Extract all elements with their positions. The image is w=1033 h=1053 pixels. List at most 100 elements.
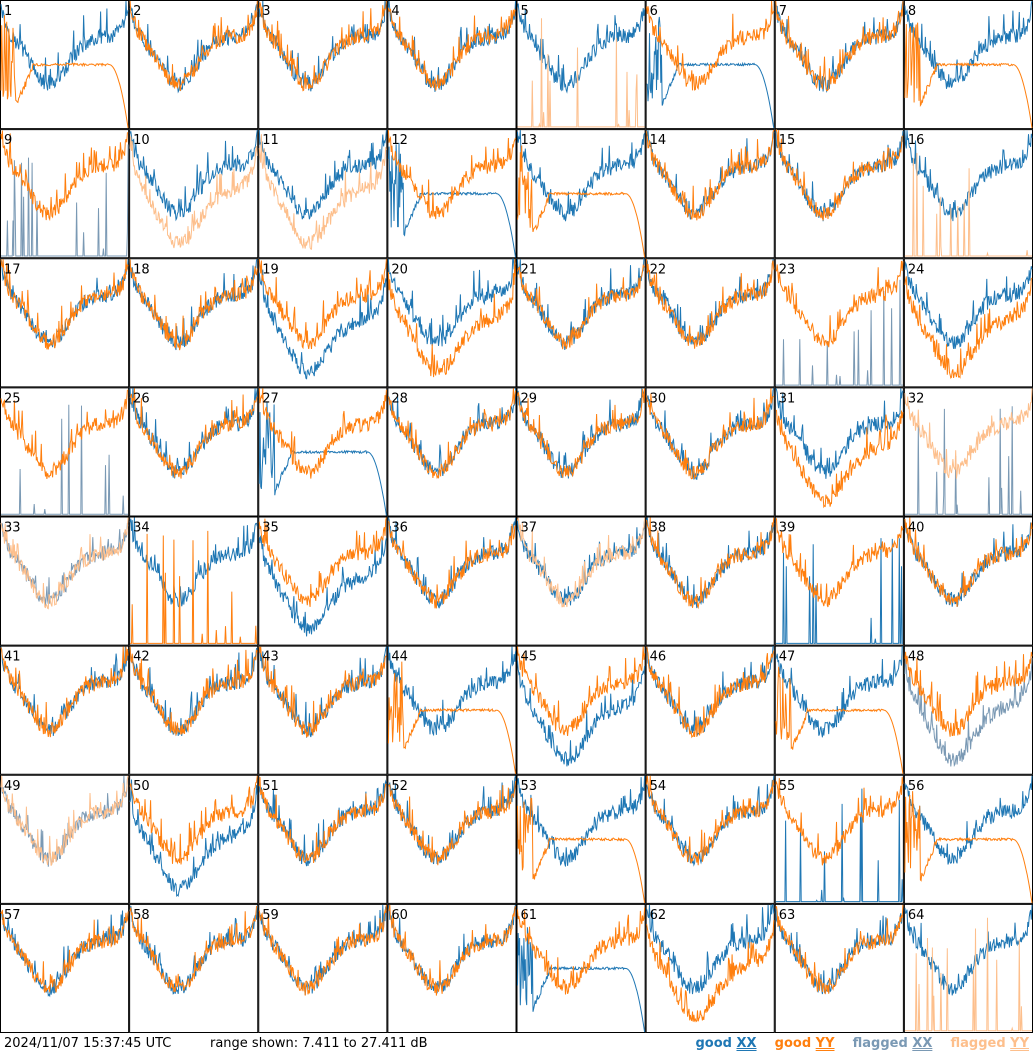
series-yy — [904, 388, 1033, 479]
panel-label: 57 — [4, 908, 21, 923]
antenna-panel: 31 — [774, 387, 904, 517]
series-yy — [0, 259, 129, 350]
panel-label: 37 — [521, 521, 538, 536]
antenna-panel: 56 — [903, 774, 1033, 904]
series-yy — [0, 775, 129, 866]
series-yy — [775, 409, 904, 509]
antenna-panel: 64 — [903, 903, 1033, 1033]
panel-label: 33 — [4, 521, 21, 536]
antenna-panel: 20 — [387, 258, 517, 388]
series-xx — [259, 646, 387, 738]
series-xx — [646, 904, 775, 995]
panel-label: 2 — [133, 4, 141, 19]
antenna-panel: 44 — [387, 645, 517, 775]
panel-label: 41 — [4, 650, 21, 665]
series-xx — [0, 0, 129, 91]
footer: 2024/11/07 15:37:45 UTC range shown: 7.4… — [0, 1034, 1033, 1053]
series-xx — [904, 130, 1033, 222]
series-yy — [258, 904, 387, 996]
series-xx — [904, 0, 1033, 89]
series-yy — [387, 388, 516, 480]
antenna-panel: 63 — [774, 903, 904, 1033]
series-yy — [904, 651, 1033, 737]
series-yy — [387, 7, 516, 91]
legend-flagged-xx: flagged XX — [852, 1036, 933, 1051]
series-yy — [517, 388, 646, 479]
series-yy — [129, 136, 258, 249]
antenna-panel: 7 — [774, 0, 904, 130]
series-yy — [387, 661, 516, 774]
antenna-panel: 19 — [258, 258, 388, 388]
panel-label: 19 — [262, 262, 279, 277]
series-xx — [904, 406, 1032, 515]
panel-label: 63 — [779, 908, 796, 923]
antenna-panel: 14 — [645, 129, 775, 259]
antenna-panel: 62 — [645, 903, 775, 1033]
series-xx — [258, 269, 387, 380]
antenna-panel: 26 — [129, 387, 259, 517]
legend-good-xx: good XX — [695, 1036, 757, 1051]
series-yy — [129, 646, 258, 737]
antenna-panel: 49 — [0, 774, 130, 904]
antenna-panel: 33 — [0, 516, 130, 646]
series-xx — [129, 258, 258, 351]
series-yy — [646, 517, 775, 610]
legend: good XX good YY flagged XX flagged YY — [681, 1034, 1029, 1053]
series-yy — [258, 134, 387, 250]
antenna-panel: 51 — [258, 774, 388, 904]
series-yy — [646, 259, 775, 349]
antenna-panel: 48 — [903, 645, 1033, 775]
series-xx — [258, 130, 387, 220]
series-yy — [0, 15, 129, 129]
panel-label: 40 — [908, 521, 925, 536]
series-yy — [775, 517, 904, 608]
panel-label: 24 — [908, 262, 925, 277]
antenna-panel: 24 — [903, 258, 1033, 388]
series-xx — [904, 904, 1033, 996]
antenna-panel: 8 — [903, 0, 1033, 130]
panel-label: 54 — [650, 779, 667, 794]
antenna-panel: 52 — [387, 774, 517, 904]
panel-label: 42 — [133, 650, 150, 665]
series-xx — [775, 388, 904, 479]
series-yy — [646, 920, 775, 1023]
series-yy — [904, 152, 1032, 257]
panel-label: 7 — [779, 4, 787, 19]
panel-label: 38 — [650, 521, 667, 536]
series-yy — [258, 517, 387, 607]
panel-label: 17 — [4, 262, 21, 277]
series-yy — [517, 263, 645, 350]
series-xx — [517, 775, 646, 867]
series-xx — [517, 130, 646, 222]
series-yy — [387, 520, 516, 609]
panel-label: 50 — [133, 779, 150, 794]
panel-label: 59 — [262, 908, 279, 923]
panel-label: 62 — [650, 908, 667, 923]
antenna-panel: 40 — [903, 516, 1033, 646]
series-yy — [0, 909, 129, 993]
panel-label: 8 — [908, 4, 916, 19]
panel-label: 14 — [650, 133, 667, 148]
series-yy — [0, 646, 129, 738]
series-yy — [517, 797, 646, 903]
series-xx — [387, 646, 516, 737]
antenna-panel: 27 — [258, 387, 388, 517]
antenna-panel: 45 — [516, 645, 646, 775]
panel-frame — [774, 516, 904, 646]
series-yy — [129, 0, 258, 91]
series-yy — [775, 260, 904, 348]
series-yy — [646, 0, 775, 91]
antenna-panel: 50 — [129, 774, 259, 904]
series-yy — [775, 0, 904, 92]
series-xx — [387, 517, 516, 609]
series-yy — [129, 775, 258, 865]
panel-label: 55 — [779, 779, 796, 794]
panel-label: 10 — [133, 133, 150, 148]
antenna-panel: 57 — [0, 903, 130, 1033]
series-yy — [387, 130, 516, 220]
series-yy — [646, 646, 775, 739]
timestamp: 2024/11/07 15:37:45 UTC — [4, 1036, 172, 1051]
panel-label: 22 — [650, 262, 667, 277]
series-yy — [129, 259, 258, 351]
